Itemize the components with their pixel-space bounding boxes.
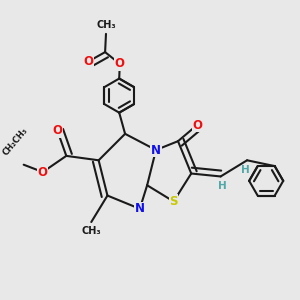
- Text: N: N: [151, 143, 161, 157]
- Text: O: O: [38, 166, 48, 178]
- Text: O: O: [115, 57, 125, 70]
- Text: O: O: [83, 55, 93, 68]
- Text: S: S: [169, 195, 178, 208]
- Text: O: O: [52, 124, 62, 137]
- Text: H: H: [218, 181, 226, 191]
- Text: CH₂CH₃: CH₂CH₃: [1, 126, 30, 157]
- Text: O: O: [192, 118, 202, 131]
- Text: CH₃: CH₃: [96, 20, 116, 30]
- Text: H: H: [241, 165, 250, 175]
- Text: CH₃: CH₃: [82, 226, 101, 236]
- Text: N: N: [135, 202, 145, 215]
